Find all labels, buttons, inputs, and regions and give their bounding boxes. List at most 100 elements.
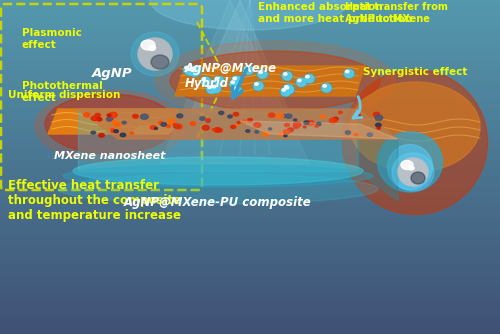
Ellipse shape xyxy=(91,131,96,134)
Bar xyxy=(0,82,500,86)
Ellipse shape xyxy=(228,115,232,118)
Bar xyxy=(0,199,500,203)
Ellipse shape xyxy=(106,117,113,121)
Ellipse shape xyxy=(284,86,294,94)
Bar xyxy=(0,208,500,211)
Ellipse shape xyxy=(151,55,169,69)
Bar xyxy=(0,55,500,58)
Ellipse shape xyxy=(182,65,194,75)
Ellipse shape xyxy=(84,113,89,117)
Ellipse shape xyxy=(398,158,428,186)
Ellipse shape xyxy=(131,32,179,76)
Bar xyxy=(0,116,500,120)
Ellipse shape xyxy=(161,123,166,126)
Bar xyxy=(0,316,500,320)
Bar xyxy=(0,219,500,223)
Polygon shape xyxy=(78,109,398,139)
Bar xyxy=(0,241,500,245)
Text: Uniform dispersion: Uniform dispersion xyxy=(8,90,120,100)
Ellipse shape xyxy=(173,124,176,126)
Ellipse shape xyxy=(315,125,318,127)
Polygon shape xyxy=(175,66,365,96)
Ellipse shape xyxy=(213,76,225,86)
Bar xyxy=(0,213,500,217)
Ellipse shape xyxy=(282,114,286,118)
Ellipse shape xyxy=(333,117,338,121)
Ellipse shape xyxy=(256,69,268,79)
Ellipse shape xyxy=(190,68,200,76)
Bar xyxy=(0,127,500,131)
Bar xyxy=(0,152,500,156)
Ellipse shape xyxy=(190,122,196,126)
Bar xyxy=(0,32,500,36)
Ellipse shape xyxy=(233,88,236,90)
Ellipse shape xyxy=(248,119,252,122)
Ellipse shape xyxy=(175,124,182,129)
Ellipse shape xyxy=(91,116,98,121)
Ellipse shape xyxy=(234,113,238,116)
Ellipse shape xyxy=(107,114,111,117)
Bar xyxy=(0,327,500,331)
Bar xyxy=(0,275,500,278)
Ellipse shape xyxy=(232,76,241,85)
Ellipse shape xyxy=(114,123,120,126)
Ellipse shape xyxy=(294,125,299,129)
Bar xyxy=(0,91,500,95)
Bar xyxy=(0,300,500,303)
Bar xyxy=(0,247,500,250)
Ellipse shape xyxy=(305,74,314,82)
Ellipse shape xyxy=(214,77,224,85)
Ellipse shape xyxy=(234,124,237,127)
Ellipse shape xyxy=(114,122,121,127)
Ellipse shape xyxy=(214,128,221,132)
Ellipse shape xyxy=(411,172,425,184)
Bar xyxy=(0,160,500,164)
Ellipse shape xyxy=(141,40,155,50)
Bar xyxy=(0,155,500,159)
Text: Synergistic effect: Synergistic effect xyxy=(363,67,467,77)
Bar xyxy=(0,88,500,92)
Bar xyxy=(0,147,500,150)
Ellipse shape xyxy=(281,88,290,96)
Ellipse shape xyxy=(401,161,413,169)
Bar xyxy=(0,21,500,25)
Bar xyxy=(0,322,500,326)
Bar xyxy=(0,163,500,167)
Ellipse shape xyxy=(259,71,262,73)
Ellipse shape xyxy=(206,84,218,94)
Ellipse shape xyxy=(306,75,309,78)
Ellipse shape xyxy=(73,157,363,185)
Ellipse shape xyxy=(231,81,234,84)
Ellipse shape xyxy=(150,126,156,130)
Ellipse shape xyxy=(154,128,158,129)
Ellipse shape xyxy=(206,119,210,122)
Ellipse shape xyxy=(294,122,301,127)
Ellipse shape xyxy=(233,77,236,79)
Text: AgNP: AgNP xyxy=(92,67,132,80)
Ellipse shape xyxy=(323,85,326,87)
Ellipse shape xyxy=(297,78,306,87)
Ellipse shape xyxy=(268,128,272,130)
Polygon shape xyxy=(78,109,358,171)
Ellipse shape xyxy=(110,128,114,131)
Bar xyxy=(0,113,500,117)
Bar xyxy=(0,68,500,72)
Ellipse shape xyxy=(388,145,432,189)
Ellipse shape xyxy=(111,130,115,132)
Ellipse shape xyxy=(408,166,414,170)
Ellipse shape xyxy=(212,86,216,88)
Bar xyxy=(0,233,500,236)
Ellipse shape xyxy=(112,121,117,124)
Bar xyxy=(0,235,500,239)
Bar xyxy=(0,27,500,31)
Ellipse shape xyxy=(122,121,126,124)
Ellipse shape xyxy=(166,125,170,128)
Bar xyxy=(0,255,500,259)
Bar xyxy=(0,202,500,206)
Bar xyxy=(0,286,500,290)
Bar xyxy=(0,172,500,175)
Ellipse shape xyxy=(354,134,358,136)
Ellipse shape xyxy=(150,0,350,30)
Ellipse shape xyxy=(321,115,326,118)
Bar xyxy=(0,166,500,170)
